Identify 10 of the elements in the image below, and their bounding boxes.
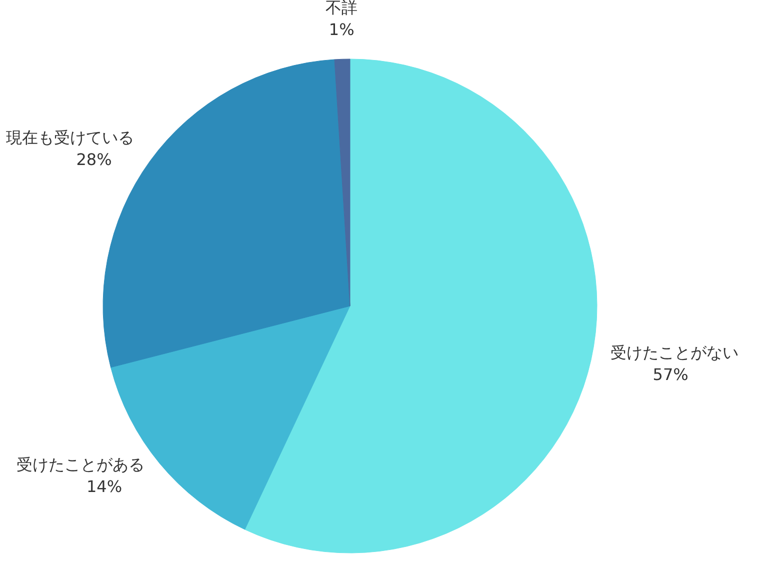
data-label: 57%: [652, 365, 688, 384]
data-label: 14%: [86, 477, 122, 496]
slice-label: 受けたことがない: [610, 343, 739, 362]
pie-slice: [334, 58, 350, 306]
slice-label: 現在も受けている: [6, 128, 134, 148]
data-label: 1%: [328, 20, 354, 40]
pie-slice: [244, 58, 598, 553]
slice-label: 受けたことがある: [16, 455, 144, 474]
data-label: 28%: [76, 150, 112, 170]
slice-label: 不詳: [326, 0, 358, 18]
